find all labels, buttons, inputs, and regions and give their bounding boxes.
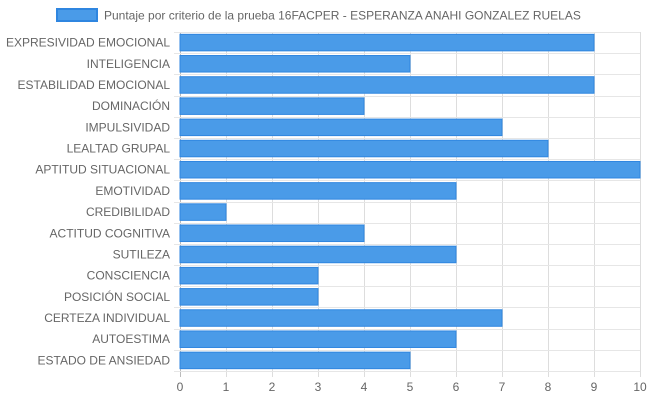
bar[interactable]: [179, 203, 227, 221]
category-label: CREDIBILIDAD: [86, 205, 170, 219]
x-tick-label: 10: [633, 380, 647, 394]
category-label: DOMINACIÓN: [92, 98, 170, 113]
bar[interactable]: [179, 55, 411, 73]
bar[interactable]: [179, 97, 365, 115]
bar[interactable]: [179, 266, 319, 285]
category-label: SUTILEZA: [113, 247, 170, 261]
bar[interactable]: [179, 118, 503, 137]
bar[interactable]: [179, 139, 549, 158]
x-tick-label: 7: [499, 380, 506, 394]
bar[interactable]: [179, 76, 595, 94]
category-label: IMPULSIVIDAD: [85, 120, 170, 134]
x-tick-label: 0: [177, 380, 184, 394]
category-label: CERTEZA INDIVIDUAL: [44, 311, 170, 325]
category-label: ESTABILIDAD EMOCIONAL: [18, 78, 171, 92]
x-axis-ticks: 0 1 2 3 4 5 6 7 8 9 10: [177, 380, 647, 394]
category-label: LEALTAD GRUPAL: [67, 142, 171, 156]
category-label: INTELIGENCIA: [87, 57, 170, 71]
x-tick-label: 6: [453, 380, 460, 394]
x-tick-label: 2: [269, 380, 276, 394]
category-label: APTITUD SITUACIONAL: [35, 163, 170, 177]
bar[interactable]: [179, 288, 319, 306]
x-tick-label: 9: [591, 380, 598, 394]
bar[interactable]: [179, 351, 411, 370]
category-label: EXPRESIVIDAD EMOCIONAL: [6, 36, 170, 50]
legend-label: Puntaje por criterio de la prueba 16FACP…: [104, 9, 581, 23]
category-label: CONSCIENCIA: [87, 269, 170, 283]
category-labels: EXPRESIVIDAD EMOCIONAL INTELIGENCIA ESTABI…: [6, 36, 170, 368]
category-label: AUTOESTIMA: [92, 332, 170, 346]
bar[interactable]: [179, 245, 457, 264]
x-tick-label: 1: [223, 380, 230, 394]
bar[interactable]: [179, 182, 457, 200]
legend-swatch: [56, 8, 98, 22]
bars: [179, 33, 641, 370]
legend[interactable]: Puntaje por criterio de la prueba 16FACP…: [56, 8, 581, 23]
category-label: POSICIÓN SOCIAL: [64, 289, 170, 304]
category-label: ESTADO DE ANSIEDAD: [38, 353, 171, 367]
x-tick-label: 3: [315, 380, 322, 394]
bar[interactable]: [179, 330, 457, 348]
bar[interactable]: [179, 224, 365, 243]
x-tick-label: 4: [361, 380, 368, 394]
bar[interactable]: [179, 160, 641, 179]
x-tick-label: 5: [407, 380, 414, 394]
category-label: ACTITUD COGNITIVA: [50, 226, 170, 240]
x-tick-label: 8: [545, 380, 552, 394]
bar[interactable]: [179, 309, 503, 327]
category-label: EMOTIVIDAD: [95, 184, 170, 198]
bar[interactable]: [179, 33, 595, 52]
